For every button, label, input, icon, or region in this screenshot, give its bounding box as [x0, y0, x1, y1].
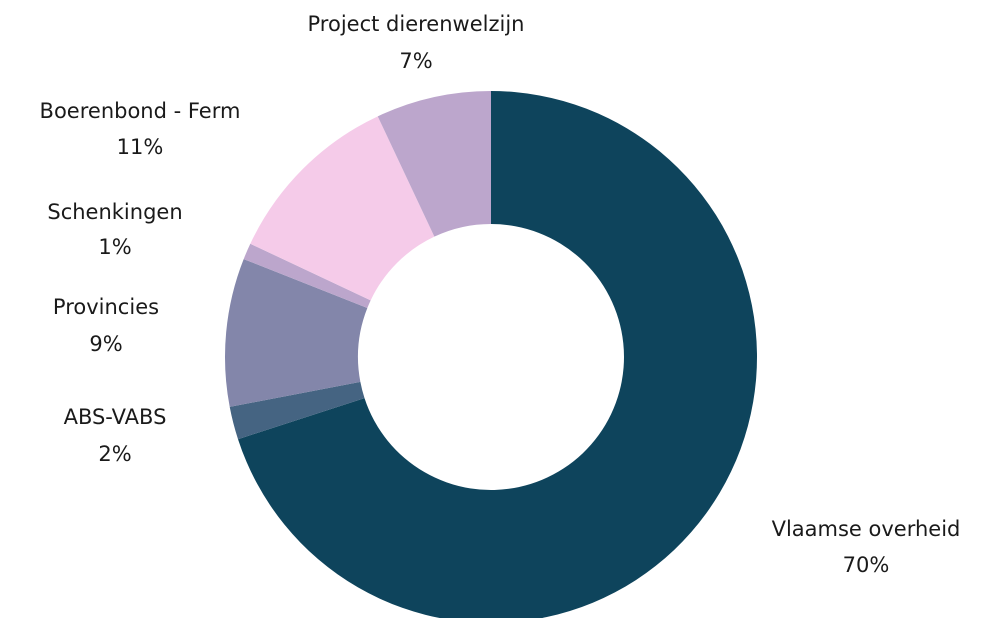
- slice-label: Schenkingen: [47, 200, 182, 224]
- slice-label: Provincies: [53, 295, 159, 319]
- slice-value-label: 1%: [98, 235, 131, 259]
- donut-slice: [243, 243, 371, 309]
- slice-value-label: 70%: [843, 553, 890, 577]
- slice-label: ABS-VABS: [64, 405, 167, 429]
- donut-slice: [225, 259, 368, 407]
- donut-slice: [229, 381, 365, 440]
- donut-slice: [250, 116, 435, 301]
- slice-value-label: 2%: [98, 442, 131, 466]
- slice-value-label: 9%: [89, 332, 122, 356]
- slice-label: Vlaamse overheid: [772, 517, 961, 541]
- slice-label: Boerenbond - Ferm: [40, 99, 241, 123]
- slice-value-label: 11%: [117, 135, 164, 159]
- slice-label: Project dierenwelzijn: [308, 12, 525, 36]
- slice-value-label: 7%: [399, 49, 432, 73]
- donut-slice: [377, 91, 491, 237]
- donut-slice: [238, 91, 757, 618]
